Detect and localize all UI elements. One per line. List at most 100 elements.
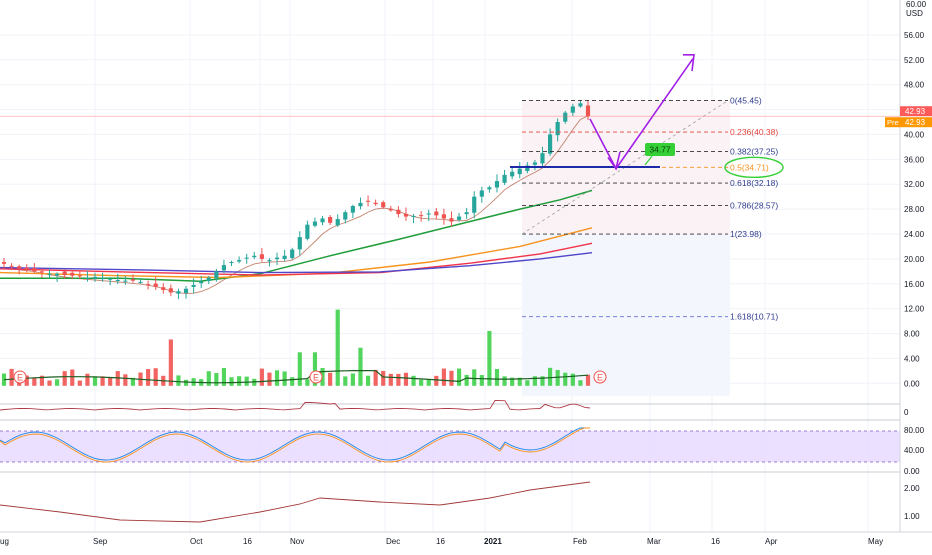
candle-body — [373, 202, 378, 205]
candle-body — [17, 266, 22, 269]
candle-body — [487, 187, 492, 190]
candle-body — [510, 171, 515, 177]
candle-body — [350, 205, 355, 213]
candle-body — [221, 265, 227, 271]
candle-body — [24, 267, 29, 270]
price-tick-label: 16.00 — [904, 280, 925, 289]
candle-body — [335, 219, 340, 226]
last-price-tag-text: 42.93 — [905, 107, 926, 116]
candle-body — [419, 215, 424, 217]
volume-bar — [153, 368, 158, 386]
candle-body — [62, 271, 67, 276]
pre-tag-label: Pre — [887, 118, 899, 127]
volume-bar — [472, 369, 477, 386]
volume-bar — [244, 376, 249, 386]
volume-bar — [456, 368, 462, 386]
time-tick-label: Oct — [190, 537, 203, 546]
candle-body — [39, 271, 45, 273]
price-axis[interactable]: 60.00USD56.0052.0048.0044.0040.0036.0032… — [885, 0, 932, 532]
time-tick-label: 16 — [436, 537, 445, 546]
volume-bar — [403, 372, 409, 386]
volume-bar — [328, 372, 333, 386]
volume-bar — [70, 369, 75, 386]
candle-body — [305, 224, 310, 239]
earnings-marker-label: E — [17, 373, 23, 383]
candle-body — [176, 291, 181, 294]
fib-level-label: 0.236(40.38) — [730, 127, 778, 137]
rsi-line — [0, 427, 590, 461]
volume-bar — [62, 371, 67, 386]
ma-50-line — [0, 189, 593, 283]
candle-body — [115, 280, 120, 282]
pre-price-tag — [900, 117, 932, 128]
volume-bar — [479, 375, 484, 386]
volume-bar — [381, 370, 386, 386]
rsi-band — [0, 431, 900, 462]
candle-body — [138, 281, 143, 283]
earnings-marker — [593, 370, 607, 384]
candle-body — [472, 196, 477, 213]
adx-line — [0, 400, 591, 411]
candle-body — [434, 211, 439, 216]
projection-arrowhead-up — [683, 53, 695, 72]
volume-bar — [396, 373, 401, 386]
volume-bar — [441, 368, 446, 386]
volume-bar — [32, 377, 37, 386]
rsi-signal-line — [0, 427, 590, 463]
earnings-marker-label: E — [313, 373, 319, 383]
volume-bar — [388, 373, 393, 386]
candle-body — [244, 257, 249, 259]
volume-bar — [555, 370, 560, 386]
volume-ma-line — [3, 370, 589, 384]
candle-body — [456, 216, 462, 220]
volume-bar — [176, 375, 181, 386]
candle-body — [214, 271, 219, 279]
candle-body — [252, 255, 257, 258]
candle-body — [320, 218, 325, 223]
volume-bar — [237, 376, 242, 386]
volume-bar — [297, 352, 302, 386]
candle-body — [92, 276, 98, 279]
volume-bar — [130, 377, 136, 386]
projection-arrowhead-down — [607, 151, 621, 171]
fib-level-label: 0.5(34.71) — [730, 162, 769, 172]
candle-body — [411, 215, 416, 217]
candle-body — [403, 213, 409, 217]
candle-body — [191, 285, 196, 287]
candle-body — [55, 273, 60, 276]
candle-body — [502, 174, 507, 183]
candle-body — [585, 105, 591, 117]
candle-body — [47, 273, 52, 275]
price-tick-label: 20.00 — [904, 255, 925, 264]
fib-retracement[interactable]: 0(45.45) 0.236(40.38) 0.382(37.25) 0.5(34.7… — [521, 96, 778, 322]
drawings[interactable]: 34.77 — [0, 53, 900, 179]
volume-bar — [434, 375, 439, 386]
support-label-box — [645, 142, 675, 156]
volume-bar — [100, 376, 105, 386]
time-axis[interactable]: ug Sep Oct 16 Nov Dec 16 2021 Feb Mar 16 Apr May — [0, 531, 932, 550]
volume-bar — [365, 375, 371, 386]
ratio-tick-label: 1.00 — [904, 512, 920, 521]
price-tick-label: 32.00 — [904, 180, 925, 189]
volume-bar — [146, 369, 151, 386]
candle-body — [274, 257, 280, 260]
candle-body — [267, 260, 272, 262]
volume-bar — [290, 377, 295, 386]
candle-body — [1, 261, 7, 264]
volume-bar — [39, 375, 45, 386]
fib-level-label: 0.786(28.57) — [730, 201, 778, 211]
candle-body — [77, 275, 82, 277]
rsi-tick-label: 0.00 — [904, 467, 920, 476]
time-tick-label: 2021 — [484, 537, 502, 546]
volume-bar — [221, 367, 227, 386]
candle-body — [199, 281, 204, 284]
candle-body — [426, 213, 431, 215]
volume-bar — [343, 376, 348, 386]
last-price-tag — [900, 106, 932, 117]
volume-bar — [464, 374, 469, 386]
candle-body — [563, 112, 568, 122]
volume-bar — [229, 377, 234, 386]
currency-label: USD — [906, 9, 923, 18]
